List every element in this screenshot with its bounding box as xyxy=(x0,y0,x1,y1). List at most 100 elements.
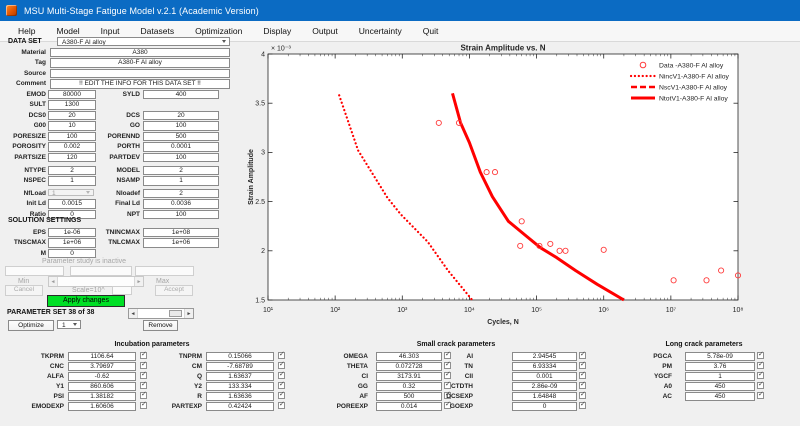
value-field[interactable]: 2 xyxy=(143,166,219,176)
param-checkbox[interactable]: ✓ xyxy=(278,362,285,369)
value-field[interactable]: 100 xyxy=(143,121,219,131)
menu-item[interactable]: Input xyxy=(101,26,120,36)
value-field[interactable]: 500 xyxy=(143,132,219,142)
value-field[interactable]: 1 xyxy=(48,176,96,186)
menu-item[interactable]: Optimization xyxy=(195,26,242,36)
param-value-field[interactable]: 1.63637 xyxy=(206,372,274,382)
value-field[interactable]: 1 xyxy=(143,176,219,186)
value-field[interactable]: 1e-06 xyxy=(48,228,96,238)
param-checkbox[interactable]: ✓ xyxy=(278,372,285,379)
param-value-field[interactable]: 1.60606 xyxy=(68,402,136,412)
menu-item[interactable]: Uncertainty xyxy=(359,26,402,36)
param-value-field[interactable]: 1.64848 xyxy=(512,392,577,402)
param-value-field[interactable]: 1106.64 xyxy=(68,352,136,362)
param-checkbox[interactable]: ✓ xyxy=(579,382,586,389)
param-value-field[interactable]: 6.93334 xyxy=(512,362,577,372)
study-value-field[interactable] xyxy=(5,266,64,276)
param-value-field[interactable]: 450 xyxy=(685,392,755,402)
param-value-field[interactable]: 1 xyxy=(685,372,755,382)
text-field[interactable]: A380 xyxy=(50,48,230,58)
param-checkbox[interactable]: ✓ xyxy=(579,362,586,369)
value-field[interactable]: 20 xyxy=(143,111,219,121)
value-field[interactable]: 0 xyxy=(48,249,96,259)
arrow-right-icon[interactable]: ► xyxy=(134,277,143,286)
param-checkbox[interactable]: ✓ xyxy=(278,402,285,409)
value-field[interactable]: 1e+08 xyxy=(143,228,219,238)
param-value-field[interactable]: -7.68789 xyxy=(206,362,274,372)
value-field[interactable]: 2 xyxy=(143,189,219,199)
param-checkbox[interactable]: ✓ xyxy=(579,352,586,359)
value-field[interactable]: 100 xyxy=(48,132,96,142)
accept-button[interactable]: Accept xyxy=(155,285,193,296)
menu-item[interactable]: Datasets xyxy=(141,26,175,36)
param-value-field[interactable]: 860.606 xyxy=(68,382,136,392)
value-field[interactable]: 400 xyxy=(143,90,219,100)
text-field[interactable] xyxy=(50,69,230,79)
value-field[interactable]: 0.0036 xyxy=(143,199,219,209)
value-field[interactable]: 80000 xyxy=(48,90,96,100)
param-checkbox[interactable]: ✓ xyxy=(278,382,285,389)
param-checkbox[interactable]: ✓ xyxy=(278,352,285,359)
param-value-field[interactable]: 0 xyxy=(512,402,577,412)
value-field[interactable]: 1e+06 xyxy=(143,238,219,248)
param-value-field[interactable]: 450 xyxy=(685,382,755,392)
param-value-field[interactable]: -0.62 xyxy=(68,372,136,382)
param-value-field[interactable]: 0.001 xyxy=(512,372,577,382)
dataset-select[interactable]: A380-F Al alloy xyxy=(57,37,230,46)
value-field[interactable]: 20 xyxy=(48,111,96,121)
param-checkbox[interactable]: ✓ xyxy=(579,402,586,409)
nfload-select[interactable]: 1 xyxy=(48,189,94,197)
param-checkbox[interactable]: ✓ xyxy=(757,392,764,399)
param-value-field[interactable]: 0.15066 xyxy=(206,352,274,362)
arrow-left-icon[interactable]: ◄ xyxy=(129,309,138,318)
value-field[interactable]: 0.0015 xyxy=(48,199,96,209)
param-value-field[interactable]: 1.63636 xyxy=(206,392,274,402)
menu-item[interactable]: Help xyxy=(18,26,35,36)
slider-thumb[interactable] xyxy=(169,310,182,317)
study-value-field[interactable] xyxy=(70,266,132,276)
value-field[interactable]: 100 xyxy=(143,210,219,220)
value-field[interactable]: 0.002 xyxy=(48,142,96,152)
param-value-field[interactable]: 3.79697 xyxy=(68,362,136,372)
parameter-set-slider[interactable]: ◄ ► xyxy=(128,308,194,319)
value-field[interactable]: 10 xyxy=(48,121,96,131)
param-checkbox[interactable]: ✓ xyxy=(757,372,764,379)
menu-item[interactable]: Quit xyxy=(423,26,439,36)
param-checkbox[interactable]: ✓ xyxy=(757,382,764,389)
small-crack-panel: Small crack parameters OMEGA 46.303 ✓ AI… xyxy=(304,338,608,424)
param-checkbox[interactable]: ✓ xyxy=(757,352,764,359)
menu-item[interactable]: Output xyxy=(312,26,338,36)
menu-item[interactable]: Model xyxy=(56,26,79,36)
param-value-field[interactable]: 0.42424 xyxy=(206,402,274,412)
param-checkbox[interactable]: ✓ xyxy=(579,392,586,399)
param-checkbox[interactable]: ✓ xyxy=(278,392,285,399)
param-checkbox[interactable]: ✓ xyxy=(579,372,586,379)
optimize-button[interactable]: Optimize xyxy=(8,320,54,331)
value-field[interactable]: 1e+06 xyxy=(48,238,96,248)
value-field[interactable]: 0.0001 xyxy=(143,142,219,152)
arrow-left-icon[interactable]: ◄ xyxy=(49,277,58,286)
menu-item[interactable]: Display xyxy=(263,26,291,36)
value-field[interactable]: 1300 xyxy=(48,100,96,110)
value-field[interactable]: 100 xyxy=(143,153,219,163)
param-checkbox[interactable]: ✓ xyxy=(757,362,764,369)
value-field[interactable]: 2 xyxy=(48,166,96,176)
text-field[interactable]: !! EDIT THE INFO FOR THIS DATA SET !! xyxy=(50,79,230,89)
arrow-right-icon[interactable]: ► xyxy=(184,309,193,318)
remove-button[interactable]: Remove xyxy=(143,320,178,331)
study-value-field[interactable] xyxy=(135,266,194,276)
param-value-field[interactable]: 3.76 xyxy=(685,362,755,372)
scale-exponent-field[interactable] xyxy=(112,286,132,296)
parameter-set-spinner[interactable]: 1 xyxy=(57,320,81,329)
cancel-button[interactable]: Cancel xyxy=(5,285,43,296)
param-value-field[interactable]: 5.78e-09 xyxy=(685,352,755,362)
apply-changes-button[interactable]: Apply changes xyxy=(47,295,125,307)
strain-vs-n-plot: 10¹10²10³10⁴10⁵10⁶10⁷10⁸1.522.533.54Stra… xyxy=(245,44,795,330)
param-value-field[interactable]: 2.86e-09 xyxy=(512,382,577,392)
panel-title: Small crack parameters xyxy=(304,341,608,348)
param-value-field[interactable]: 1.38182 xyxy=(68,392,136,402)
value-field[interactable]: 120 xyxy=(48,153,96,163)
text-field[interactable]: A380-F Al alloy xyxy=(50,58,230,68)
param-value-field[interactable]: 2.94545 xyxy=(512,352,577,362)
param-value-field[interactable]: 133.334 xyxy=(206,382,274,392)
